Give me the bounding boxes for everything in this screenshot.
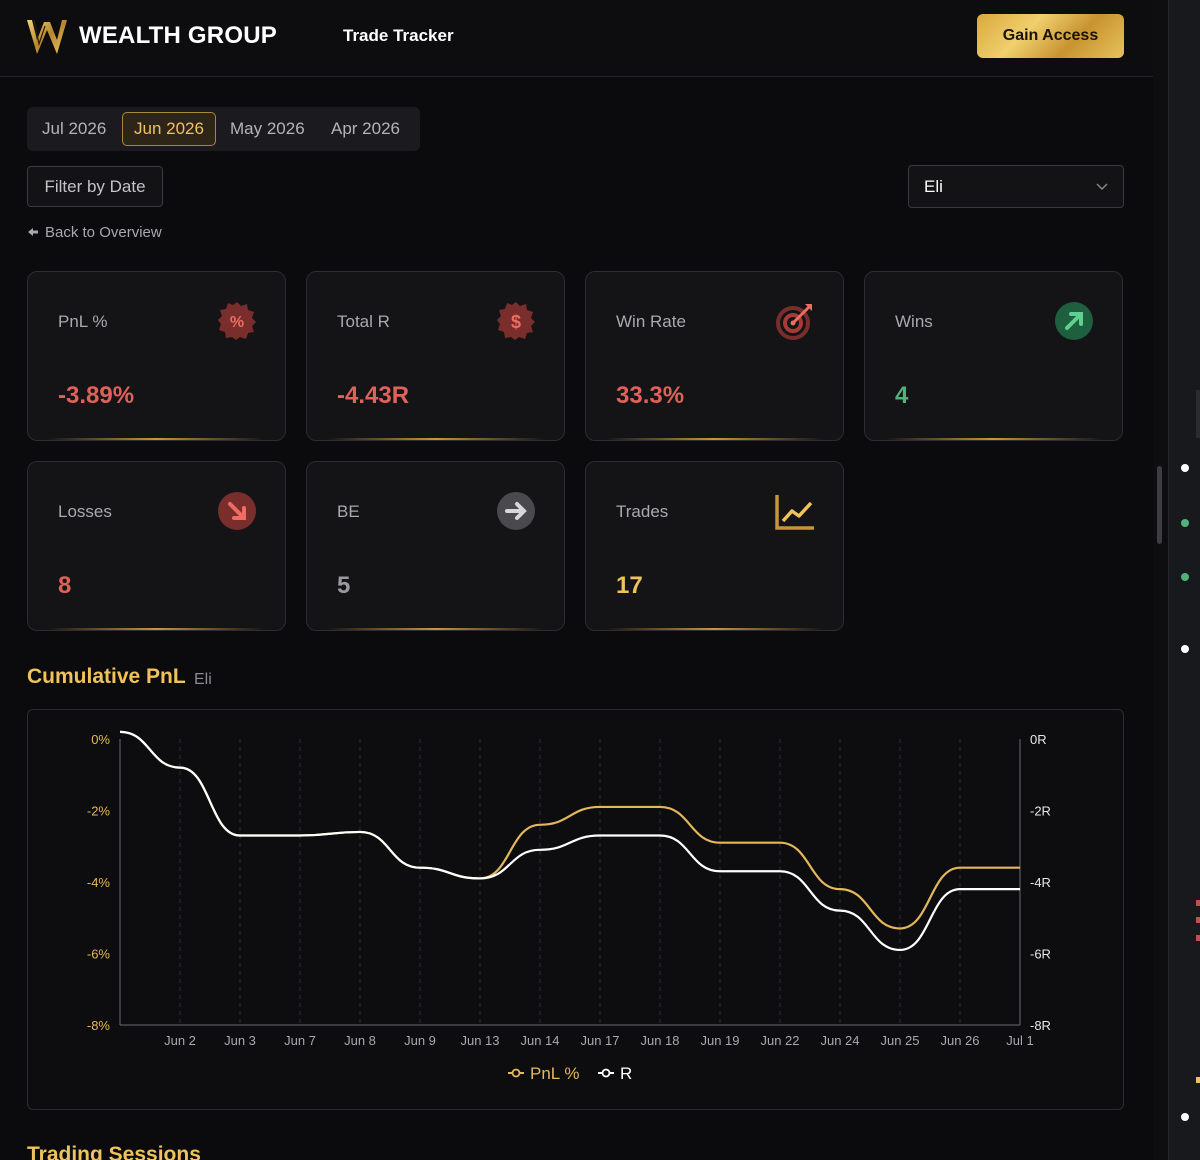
back-link-label: Back to Overview xyxy=(45,224,162,241)
dollar-badge-icon: $ xyxy=(497,302,535,340)
stat-label: BE xyxy=(337,502,360,521)
y-tick-label-right: -4R xyxy=(1030,875,1051,890)
cumulative-pnl-subtitle: Eli xyxy=(194,671,212,688)
svg-text:$: $ xyxy=(511,312,521,332)
x-tick-label: Jun 3 xyxy=(224,1033,256,1048)
stat-value-losses: 8 xyxy=(58,572,72,599)
stat-card-trades: Trades 17 xyxy=(585,461,844,631)
stat-value-wins: 4 xyxy=(895,382,909,409)
legend-marker xyxy=(511,1068,521,1078)
legend-label: R xyxy=(620,1064,632,1083)
top-header: WEALTH GROUP Trade Tracker Gain Access xyxy=(0,0,1153,77)
y-tick-label-left: -6% xyxy=(87,947,111,962)
stat-label: Losses xyxy=(58,502,112,521)
x-tick-label: Jun 18 xyxy=(640,1033,679,1048)
y-tick-label-left: 0% xyxy=(91,732,110,747)
series-line-pnl xyxy=(119,730,1020,930)
y-tick-label-left: -8% xyxy=(87,1018,111,1033)
arrow-up-right-icon xyxy=(1055,302,1093,340)
tab-may-2026[interactable]: May 2026 xyxy=(230,119,305,138)
cumulative-pnl-chart: 0% -2% -4% -6% -8% 0R -2R -4R -6R -8R Jun 2 Jun 3 Ju… xyxy=(27,709,1124,1110)
percent-badge-icon: % xyxy=(218,302,256,340)
x-tick-label: Jun 8 xyxy=(344,1033,376,1048)
arrow-left-icon xyxy=(28,228,38,236)
x-tick-label: Jun 14 xyxy=(520,1033,559,1048)
target-icon xyxy=(776,304,812,340)
x-tick-label: Jun 22 xyxy=(760,1033,799,1048)
stat-label: Trades xyxy=(616,502,669,521)
panel-marker xyxy=(1196,1077,1200,1083)
stat-card-losses: Losses 8 xyxy=(27,461,286,631)
stat-value-be: 5 xyxy=(337,572,351,599)
panel-dot xyxy=(1181,573,1189,581)
stat-card-wins: Wins 4 xyxy=(864,271,1123,441)
panel-dot xyxy=(1181,645,1189,653)
stat-label: Win Rate xyxy=(616,312,686,331)
y-tick-label-right: -2R xyxy=(1030,804,1051,819)
stat-label: Wins xyxy=(895,312,933,331)
stat-card-pnl: PnL % % -3.89% xyxy=(27,271,286,441)
stat-value-pnl: -3.89% xyxy=(58,382,135,409)
tab-jun-2026[interactable]: Jun 2026 xyxy=(122,112,216,146)
gain-access-button[interactable]: Gain Access xyxy=(977,14,1124,58)
x-tick-label: Jun 9 xyxy=(404,1033,436,1048)
y-tick-label-right: -8R xyxy=(1030,1018,1051,1033)
scrollbar-thumb[interactable] xyxy=(1157,466,1162,544)
y-tick-label-left: -2% xyxy=(87,804,111,819)
arrow-right-icon xyxy=(497,492,535,530)
panel-marker xyxy=(1196,900,1200,906)
stat-value-total-r: -4.43R xyxy=(337,382,410,409)
legend-label: PnL % xyxy=(530,1064,579,1083)
panel-dot xyxy=(1181,1113,1189,1121)
panel-dot xyxy=(1181,464,1189,472)
y-tick-label-left: -4% xyxy=(87,875,111,890)
brand-name[interactable]: WEALTH GROUP xyxy=(79,22,277,49)
trading-sessions-title: Trading Sessions xyxy=(27,1143,201,1160)
nav-trade-tracker[interactable]: Trade Tracker xyxy=(343,26,454,45)
x-tick-label: Jun 7 xyxy=(284,1033,316,1048)
user-select[interactable]: Eli xyxy=(908,165,1124,208)
tab-jul-2026[interactable]: Jul 2026 xyxy=(42,119,107,138)
stat-card-win-rate: Win Rate 33.3% xyxy=(585,271,844,441)
x-tick-label: Jul 1 xyxy=(1006,1033,1033,1048)
panel-marker xyxy=(1196,935,1200,941)
x-tick-label: Jun 19 xyxy=(700,1033,739,1048)
x-tick-label: Jun 13 xyxy=(460,1033,499,1048)
chart-svg: 0% -2% -4% -6% -8% 0R -2R -4R -6R -8R Jun 2 Jun 3 Ju… xyxy=(87,730,1051,1083)
wealth-group-logo[interactable] xyxy=(26,18,68,56)
y-tick-label-right: 0R xyxy=(1030,732,1047,747)
x-tick-label: Jun 2 xyxy=(164,1033,196,1048)
legend-marker xyxy=(601,1068,611,1078)
scroll-track[interactable] xyxy=(1153,0,1168,1160)
arrow-down-right-icon xyxy=(218,492,256,530)
panel-marker xyxy=(1196,917,1200,923)
panel-dot xyxy=(1181,519,1189,527)
stat-value-trades: 17 xyxy=(616,572,643,599)
x-tick-label: Jun 26 xyxy=(940,1033,979,1048)
line-chart-icon xyxy=(775,495,814,530)
cumulative-pnl-title: Cumulative PnL xyxy=(27,665,186,688)
x-tick-label: Jun 17 xyxy=(580,1033,619,1048)
panel-block xyxy=(1196,390,1200,438)
back-to-overview-link[interactable]: Back to Overview xyxy=(27,224,162,241)
stat-value-win-rate: 33.3% xyxy=(616,382,685,409)
side-panel xyxy=(1168,0,1200,1160)
x-tick-label: Jun 24 xyxy=(820,1033,859,1048)
series-line-r xyxy=(119,730,1020,952)
user-select-value: Eli xyxy=(924,177,943,196)
chevron-down-icon xyxy=(1096,183,1108,190)
month-tabs: Jul 2026 Jun 2026 May 2026 Apr 2026 xyxy=(27,107,420,151)
tab-apr-2026[interactable]: Apr 2026 xyxy=(331,119,400,138)
filter-by-date-button[interactable]: Filter by Date xyxy=(27,166,163,207)
y-tick-label-right: -6R xyxy=(1030,947,1051,962)
x-tick-label: Jun 25 xyxy=(880,1033,919,1048)
stat-card-total-r: Total R $ -4.43R xyxy=(306,271,565,441)
stat-label: PnL % xyxy=(58,312,108,331)
stat-label: Total R xyxy=(337,312,390,331)
svg-text:%: % xyxy=(230,314,244,331)
stat-card-be: BE 5 xyxy=(306,461,565,631)
